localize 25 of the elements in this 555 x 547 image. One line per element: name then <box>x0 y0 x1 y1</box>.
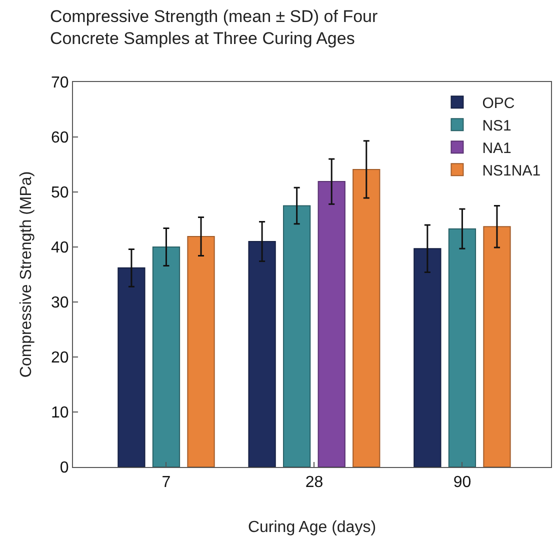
y-axis-title: Compressive Strength (MPa) <box>18 171 35 378</box>
x-tick-label: 28 <box>305 474 324 492</box>
legend-label: OPC <box>482 94 515 112</box>
y-tick-label: 0 <box>60 460 69 477</box>
bar <box>483 226 511 467</box>
bar <box>414 248 442 467</box>
bar <box>448 228 476 467</box>
bar <box>118 267 146 467</box>
legend-label: NS1NA1 <box>482 162 541 180</box>
y-tick-label: 40 <box>51 240 69 257</box>
y-tick-label: 50 <box>51 184 69 202</box>
bar <box>187 236 215 467</box>
legend-label: NA1 <box>482 140 512 157</box>
x-tick-label: 7 <box>162 474 171 492</box>
y-tick-label: 60 <box>51 130 69 147</box>
x-tick-label: 90 <box>453 474 472 492</box>
x-axis-title: Curing Age (days) <box>248 518 376 536</box>
y-tick-label: 30 <box>51 294 69 312</box>
y-tick-label: 20 <box>51 350 69 367</box>
y-tick-label: 10 <box>51 404 69 422</box>
legend-label: NS1 <box>482 117 512 134</box>
chart-title: Compressive Strength (mean ± SD) of Four Concrete Samples at Three Curing Ages <box>50 6 378 48</box>
bar <box>318 181 346 467</box>
bar <box>152 246 180 467</box>
y-tick-label: 70 <box>51 74 69 92</box>
